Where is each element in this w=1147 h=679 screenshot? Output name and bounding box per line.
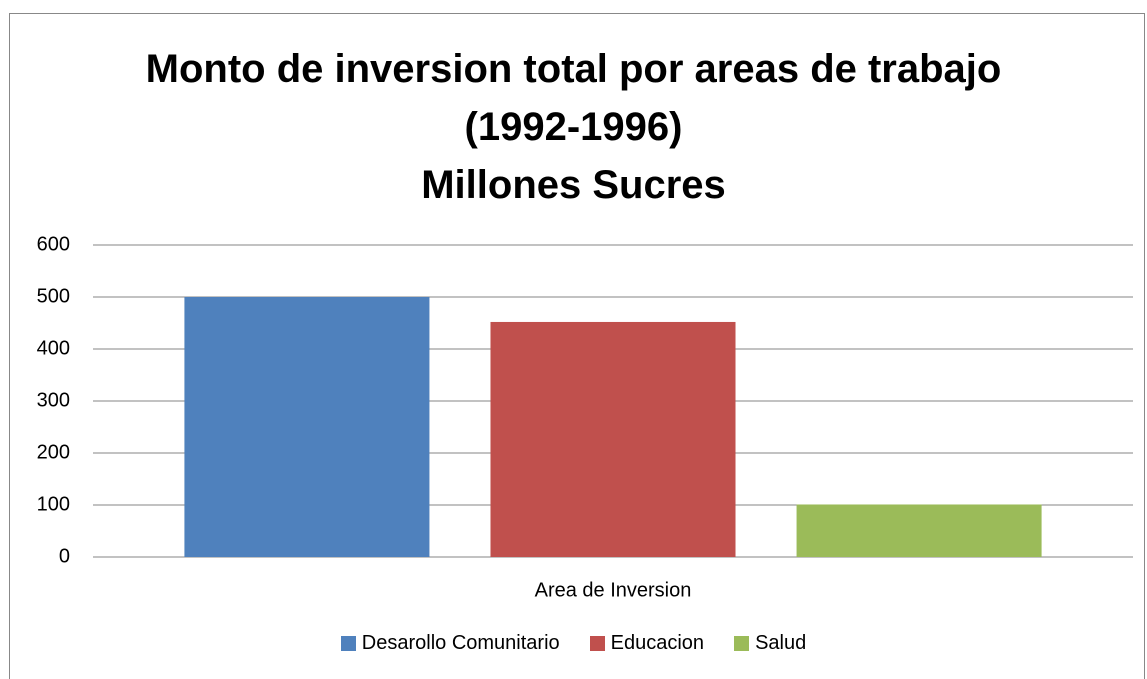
y-tick-label: 600: [37, 233, 70, 255]
chart-subtitle: Millones Sucres: [421, 163, 726, 207]
legend-swatch: [734, 636, 750, 651]
chart-frame: [9, 13, 1145, 679]
y-tick-label: 100: [37, 493, 70, 515]
x-tick-label: Area de Inversion: [535, 579, 692, 601]
chart-title: Monto de inversion total por areas de tr…: [145, 47, 1002, 149]
titles: Monto de inversion total por areas de tr…: [0, 40, 1147, 214]
legend-label: Salud: [755, 632, 807, 654]
y-tick-label: 200: [37, 441, 70, 463]
legend-swatch: [589, 636, 605, 651]
legend: Desarollo Comunitario Educacion Salud: [0, 632, 1147, 655]
y-tick-label: 300: [37, 389, 70, 411]
y-tick-label: 0: [59, 545, 70, 567]
bar: [184, 297, 430, 557]
legend-item: Educacion: [589, 632, 705, 655]
legend-label: Educacion: [610, 632, 705, 654]
legend-swatch: [340, 636, 356, 651]
legend-label: Desarollo Comunitario: [361, 632, 560, 654]
y-tick-label: 500: [37, 285, 70, 307]
bar: [796, 504, 1042, 557]
legend-item: Desarollo Comunitario: [340, 632, 560, 655]
bar: [490, 321, 736, 557]
legend-item: Salud: [734, 632, 806, 655]
y-tick-label: 400: [37, 337, 70, 359]
